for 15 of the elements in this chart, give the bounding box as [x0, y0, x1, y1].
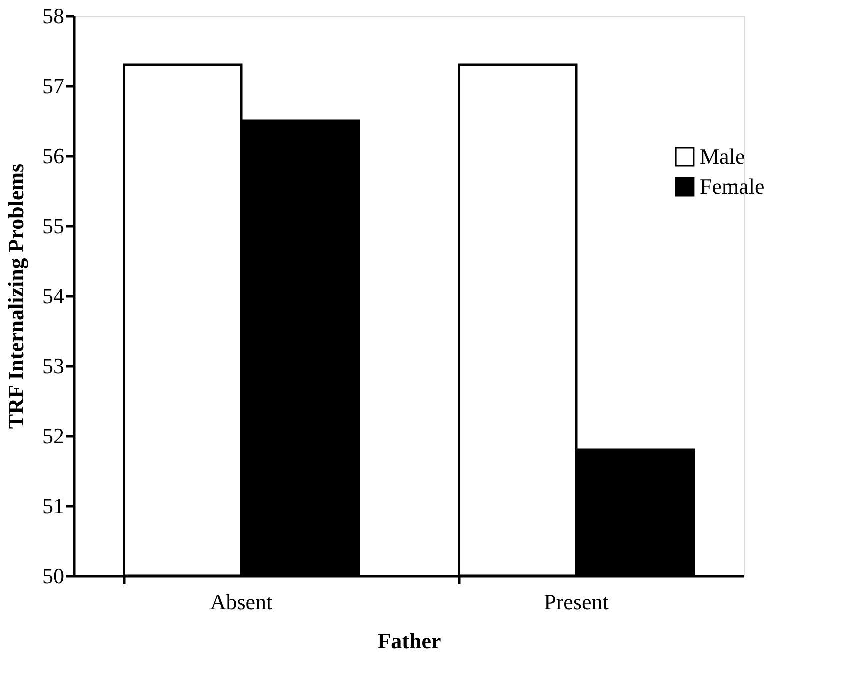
y-tick-label: 54 — [42, 284, 64, 308]
y-axis-title: TRF Internalizing Problems — [4, 163, 28, 430]
y-tick-label: 53 — [42, 354, 64, 378]
y-tick-label: 57 — [42, 74, 64, 98]
y-tick-label: 52 — [42, 424, 64, 448]
y-tick-label: 51 — [42, 494, 64, 518]
y-tick-label: 56 — [42, 144, 64, 168]
legend-label: Female — [700, 174, 765, 199]
x-tick-label: Present — [544, 590, 609, 614]
x-axis-title: Father — [378, 628, 442, 654]
y-tick-label: 50 — [42, 564, 64, 588]
y-tick-label: 58 — [42, 4, 64, 28]
y-tick-label: 55 — [42, 214, 64, 238]
legend-label: Male — [700, 144, 746, 169]
x-tick-label: Absent — [210, 590, 273, 614]
